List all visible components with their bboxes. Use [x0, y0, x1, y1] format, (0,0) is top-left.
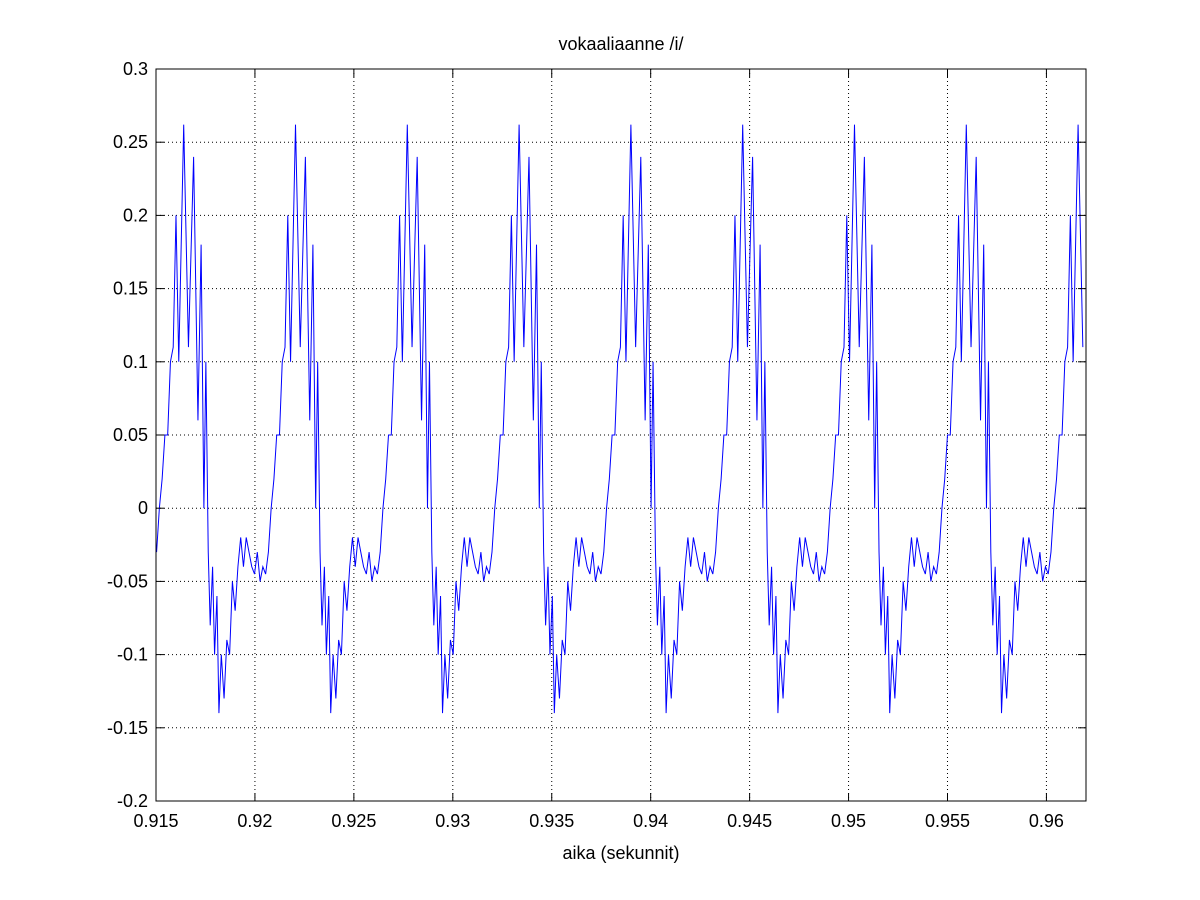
y-tick-label: 0.3	[123, 59, 148, 79]
chart-title: vokaaliaanne /i/	[558, 34, 683, 54]
y-tick-label: 0.1	[123, 352, 148, 372]
x-tick-label: 0.915	[133, 811, 178, 831]
y-tick-label: -0.05	[107, 571, 148, 591]
y-tick-label: 0	[138, 498, 148, 518]
x-tick-label: 0.935	[529, 811, 574, 831]
x-tick-label: 0.95	[831, 811, 866, 831]
x-tick-label: 0.92	[237, 811, 272, 831]
y-tick-label: -0.2	[117, 791, 148, 811]
x-tick-label: 0.96	[1029, 811, 1064, 831]
x-axis-label: aika (sekunnit)	[562, 843, 679, 863]
y-tick-label: 0.15	[113, 279, 148, 299]
series-line	[156, 124, 1084, 714]
y-tick-label: 0.2	[123, 205, 148, 225]
y-tick-label: 0.05	[113, 425, 148, 445]
grid	[156, 69, 1086, 801]
x-tick-label: 0.955	[925, 811, 970, 831]
y-tick-label: -0.1	[117, 645, 148, 665]
x-tick-label: 0.93	[435, 811, 470, 831]
x-tick-label: 0.94	[633, 811, 668, 831]
x-tick-label: 0.925	[331, 811, 376, 831]
series-layer	[156, 124, 1084, 714]
y-tick-label: 0.25	[113, 132, 148, 152]
x-tick-label: 0.945	[727, 811, 772, 831]
ticks: 0.915 0.92 0.925 0.93 0.935 0.94 0.945 0.95 0.95…	[107, 59, 1086, 831]
y-tick-label: -0.15	[107, 718, 148, 738]
